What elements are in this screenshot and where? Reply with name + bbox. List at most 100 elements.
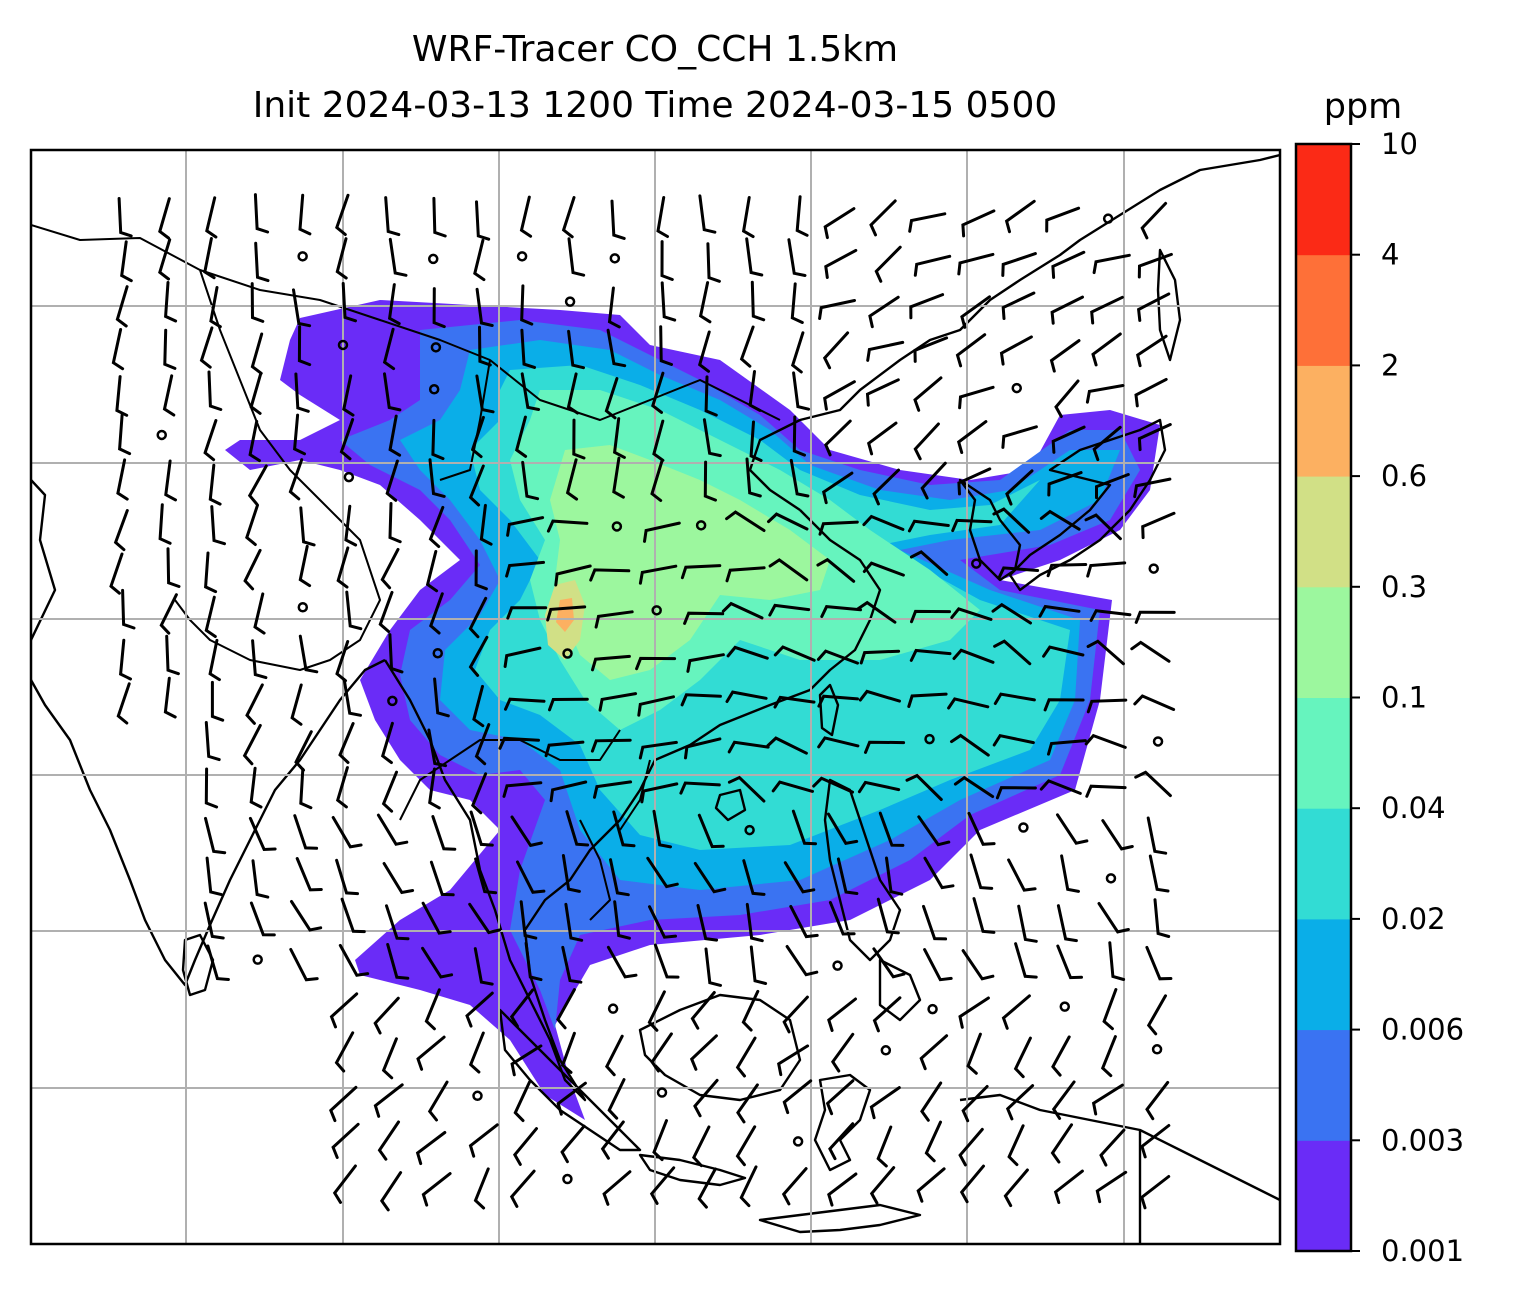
wind-barb xyxy=(997,566,1040,580)
wind-barb xyxy=(727,740,770,754)
wind-barb xyxy=(600,1120,625,1160)
wind-barb xyxy=(652,419,665,462)
wind-barb xyxy=(121,588,136,630)
wind-barb xyxy=(653,943,680,979)
wind-barb xyxy=(958,385,995,410)
wind-barb xyxy=(917,815,951,847)
wind-barb xyxy=(544,740,585,758)
wind-barb xyxy=(469,810,494,847)
wind-barb xyxy=(421,946,454,979)
wind-barb xyxy=(503,646,542,668)
wind-barb xyxy=(1146,994,1167,1036)
coastline-taiwan xyxy=(818,683,840,737)
wind-barb xyxy=(741,989,760,1032)
wind-barb xyxy=(702,418,722,458)
wind-barb xyxy=(610,199,626,240)
wind-barb xyxy=(1050,295,1084,325)
wind-barb xyxy=(546,605,587,622)
wind-barb xyxy=(640,782,679,804)
wind-barb xyxy=(919,1034,949,1071)
wind-barb xyxy=(637,695,675,717)
wind-barb xyxy=(208,638,221,682)
wind-barb xyxy=(549,780,588,803)
wind-barb xyxy=(961,1085,989,1123)
wind-barb xyxy=(429,592,444,635)
wind-barb xyxy=(335,766,349,809)
wind-barb xyxy=(415,1131,447,1166)
wind-barb xyxy=(556,1081,587,1116)
wind-barb xyxy=(827,997,857,1032)
wind-barb xyxy=(299,506,316,547)
wind-barb xyxy=(298,193,312,236)
wind-barb xyxy=(509,1169,536,1208)
wind-barb xyxy=(520,284,534,326)
wind-barb xyxy=(864,740,906,754)
wind-barb xyxy=(432,287,446,329)
colorbar-segment xyxy=(1296,808,1351,920)
wind-barb xyxy=(593,780,633,799)
wind-barb xyxy=(473,1167,490,1210)
wind-barb xyxy=(922,904,948,941)
wind-barb xyxy=(1145,945,1173,981)
wind-barb xyxy=(288,458,304,501)
wind-barb xyxy=(818,299,856,320)
colorbar-tick-label: 0.003 xyxy=(1381,1123,1464,1157)
wind-barb xyxy=(163,328,177,370)
wind-barb xyxy=(204,816,227,855)
wind-barb xyxy=(471,772,488,815)
wind-barb xyxy=(293,413,306,456)
colorbar-segment xyxy=(1296,918,1351,1031)
wind-barb xyxy=(158,238,172,281)
wind-barb xyxy=(907,692,948,708)
wind-barb xyxy=(1102,988,1118,1031)
calm-wind-marker xyxy=(880,1045,892,1056)
wind-barb xyxy=(607,286,621,329)
calm-wind-marker xyxy=(472,1090,483,1102)
colorbar-segment xyxy=(1296,365,1351,477)
wind-barb xyxy=(828,1122,855,1161)
wind-barb xyxy=(909,648,952,662)
wind-barb xyxy=(249,372,263,415)
wind-barb xyxy=(245,683,264,725)
wind-barb xyxy=(421,1172,452,1207)
wind-barb xyxy=(745,902,764,943)
wind-barb xyxy=(866,421,898,456)
wind-barb xyxy=(431,418,445,461)
wind-barb xyxy=(1051,250,1086,279)
wind-barb xyxy=(820,605,862,618)
wind-barb xyxy=(204,721,221,762)
wind-barb xyxy=(916,1167,946,1203)
wind-barb xyxy=(789,458,810,498)
wind-barb xyxy=(338,722,355,764)
wind-barb xyxy=(868,295,900,329)
wind-barb xyxy=(1004,199,1036,234)
calm-wind-marker xyxy=(337,339,349,351)
wind-barb xyxy=(913,336,949,363)
wind-barb xyxy=(777,1044,810,1077)
wind-barb xyxy=(966,1032,982,1075)
wind-barb xyxy=(165,634,180,676)
wind-barb xyxy=(958,1127,984,1167)
wind-barb xyxy=(465,991,494,1028)
wind-barb xyxy=(468,1031,485,1074)
wind-barb xyxy=(342,678,362,717)
wind-barb xyxy=(589,568,631,582)
wind-barb xyxy=(335,640,350,683)
map-frame xyxy=(29,148,1282,1246)
colorbar-segment xyxy=(1296,697,1351,809)
wind-barb xyxy=(766,736,808,755)
wind-barb xyxy=(1039,779,1082,795)
wind-barb xyxy=(818,520,859,536)
wind-barb xyxy=(704,947,722,987)
wind-barb xyxy=(1137,423,1172,452)
wind-barb xyxy=(783,861,816,894)
wind-barb xyxy=(382,327,396,371)
wind-barb xyxy=(782,995,809,1034)
wind-barb xyxy=(607,1078,626,1120)
wind-barb xyxy=(1086,561,1127,578)
calm-wind-marker xyxy=(297,601,309,613)
wind-barb xyxy=(345,590,363,631)
wind-barb xyxy=(836,857,859,895)
wind-barb xyxy=(376,813,409,846)
wind-barb xyxy=(292,288,312,328)
